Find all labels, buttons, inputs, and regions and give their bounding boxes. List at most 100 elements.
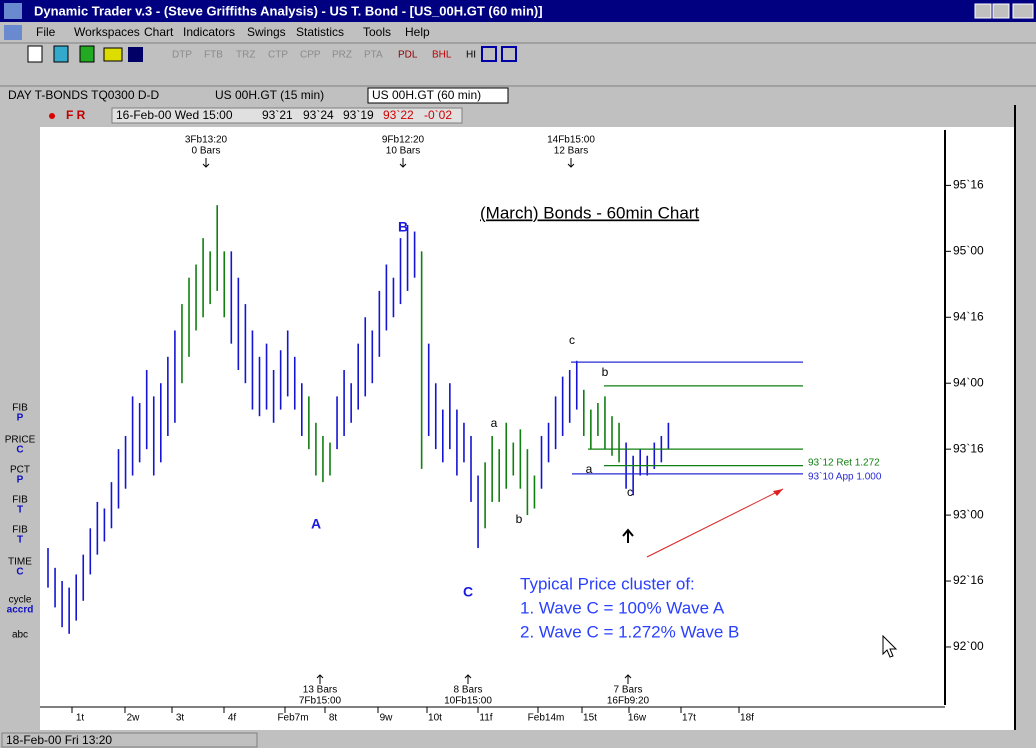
y-tick-label: 92`00 (953, 639, 984, 653)
mouse-cursor (882, 634, 898, 658)
menu-item[interactable]: Chart (144, 25, 174, 39)
black-arrow (622, 528, 634, 543)
swing-label: 0 Bars (192, 146, 221, 157)
tool-label[interactable]: C (16, 445, 23, 456)
wave-label: b (516, 512, 523, 526)
menu-item[interactable]: Statistics (296, 25, 344, 39)
x-tick-label: 10t (428, 713, 442, 724)
menu-item[interactable]: Tools (363, 25, 391, 39)
tool-label[interactable]: FIB (12, 495, 28, 506)
y-tick-label: 92`16 (953, 573, 984, 587)
swing-label: 14Fb15:00 (547, 135, 595, 146)
tool-icon[interactable] (53, 45, 69, 63)
tool-label[interactable]: TIME (8, 557, 32, 568)
swing-arrow (316, 674, 324, 684)
chart-tab[interactable]: US 00H.GT (60 min) (372, 88, 481, 102)
tool-icon[interactable] (27, 45, 43, 63)
red-arrow (646, 488, 784, 558)
title-bar (0, 0, 1036, 22)
x-tick-label: 17t (682, 713, 696, 724)
x-tick-label: 16w (628, 713, 647, 724)
tool-label[interactable]: T (17, 505, 23, 516)
info-change: -0`02 (424, 108, 452, 122)
toolbar-button[interactable]: PRZ (332, 50, 352, 61)
wave-label: c (569, 333, 575, 347)
tool-label[interactable]: C (16, 567, 23, 578)
tool-label[interactable]: cycle (9, 595, 32, 606)
swing-arrow (624, 674, 632, 684)
info-box (111, 107, 463, 124)
tool-label[interactable]: FIB (12, 525, 28, 536)
toolbar-button[interactable]: PDL (398, 50, 418, 61)
tool-label[interactable]: FIB (12, 403, 28, 414)
tool-icon[interactable] (481, 46, 497, 62)
menu-item[interactable]: Workspaces (74, 25, 140, 39)
tool-label[interactable]: accrd (7, 605, 34, 616)
active-tab[interactable] (367, 87, 509, 104)
tool-icon[interactable] (79, 45, 95, 63)
note-line: 1. Wave C = 100% Wave A (520, 598, 725, 617)
x-tick-label: 8t (329, 713, 338, 724)
note-line: Typical Price cluster of: (520, 574, 695, 593)
toolbar-button[interactable]: CPP (300, 50, 321, 61)
toolbar-button[interactable]: BHL (432, 50, 452, 61)
left-toolbar (0, 105, 40, 730)
toolbar-button[interactable]: PTA (364, 50, 383, 61)
menu-item[interactable]: Help (405, 25, 430, 39)
toolbar-button[interactable]: DTP (172, 50, 192, 61)
minimize-button[interactable] (974, 3, 992, 19)
tool-label[interactable]: PRICE (5, 435, 36, 446)
wave-label: c (627, 485, 633, 499)
maximize-button[interactable] (992, 3, 1010, 19)
wave-label: A (311, 516, 321, 532)
level-label: 93`12 Ret 1.272 (808, 456, 880, 468)
wave-label: B (398, 219, 408, 235)
chart-tab[interactable]: DAY T-BONDS TQ0300 D-D (8, 88, 159, 102)
swing-label: 12 Bars (554, 146, 588, 157)
toolbar-button[interactable]: HI (466, 50, 476, 61)
x-tick-label: 15t (583, 713, 597, 724)
tool-icon[interactable] (128, 47, 143, 62)
info-flags: F R (66, 108, 86, 122)
menu-item[interactable]: File (36, 25, 56, 39)
tool-label[interactable]: P (17, 475, 24, 486)
chart-title: (March) Bonds - 60min Chart (480, 203, 699, 222)
swing-arrow (202, 158, 210, 168)
toolbar-button[interactable]: CTP (268, 50, 288, 61)
swing-arrow (464, 674, 472, 684)
status-bar (0, 731, 1036, 748)
x-tick-label: 4f (228, 713, 237, 724)
toolbar-button[interactable]: FTB (204, 50, 223, 61)
window-title: Dynamic Trader v.3 - (Steve Griffiths An… (34, 3, 543, 18)
close-button[interactable] (1012, 3, 1034, 19)
tool-label[interactable]: T (17, 535, 23, 546)
tool-label[interactable]: abc (12, 630, 28, 641)
red-arrow-head (773, 489, 783, 496)
menu-item[interactable]: Indicators (183, 25, 235, 39)
swing-arrow (567, 158, 575, 168)
swing-label: 10 Bars (386, 146, 420, 157)
x-tick-label: 18f (740, 713, 754, 724)
swing-label: 3Fb13:20 (185, 135, 228, 146)
menu-item[interactable]: Swings (247, 25, 286, 39)
x-tick-label: 3t (176, 713, 185, 724)
tool-icon[interactable] (103, 47, 123, 62)
swing-label: 13 Bars (303, 685, 337, 696)
swing-arrow (399, 158, 407, 168)
info-date: 16-Feb-00 Wed 15:00 (116, 108, 233, 122)
x-tick-label: 2w (127, 713, 141, 724)
x-tick-label: Feb14m (528, 713, 565, 724)
status-dot (49, 113, 55, 119)
wave-label: a (586, 462, 593, 476)
y-tick-label: 95`00 (953, 244, 984, 258)
swing-label: 8 Bars (454, 685, 483, 696)
swing-label: 9Fb12:20 (382, 135, 425, 146)
toolbar-button[interactable]: TRZ (236, 50, 255, 61)
right-toolbar (1017, 105, 1036, 730)
tool-icon[interactable] (501, 46, 517, 62)
tool-label[interactable]: P (17, 413, 24, 424)
tool-label[interactable]: PCT (10, 465, 30, 476)
status-panel (1, 732, 258, 748)
chart-tab[interactable]: US 00H.GT (15 min) (215, 88, 324, 102)
